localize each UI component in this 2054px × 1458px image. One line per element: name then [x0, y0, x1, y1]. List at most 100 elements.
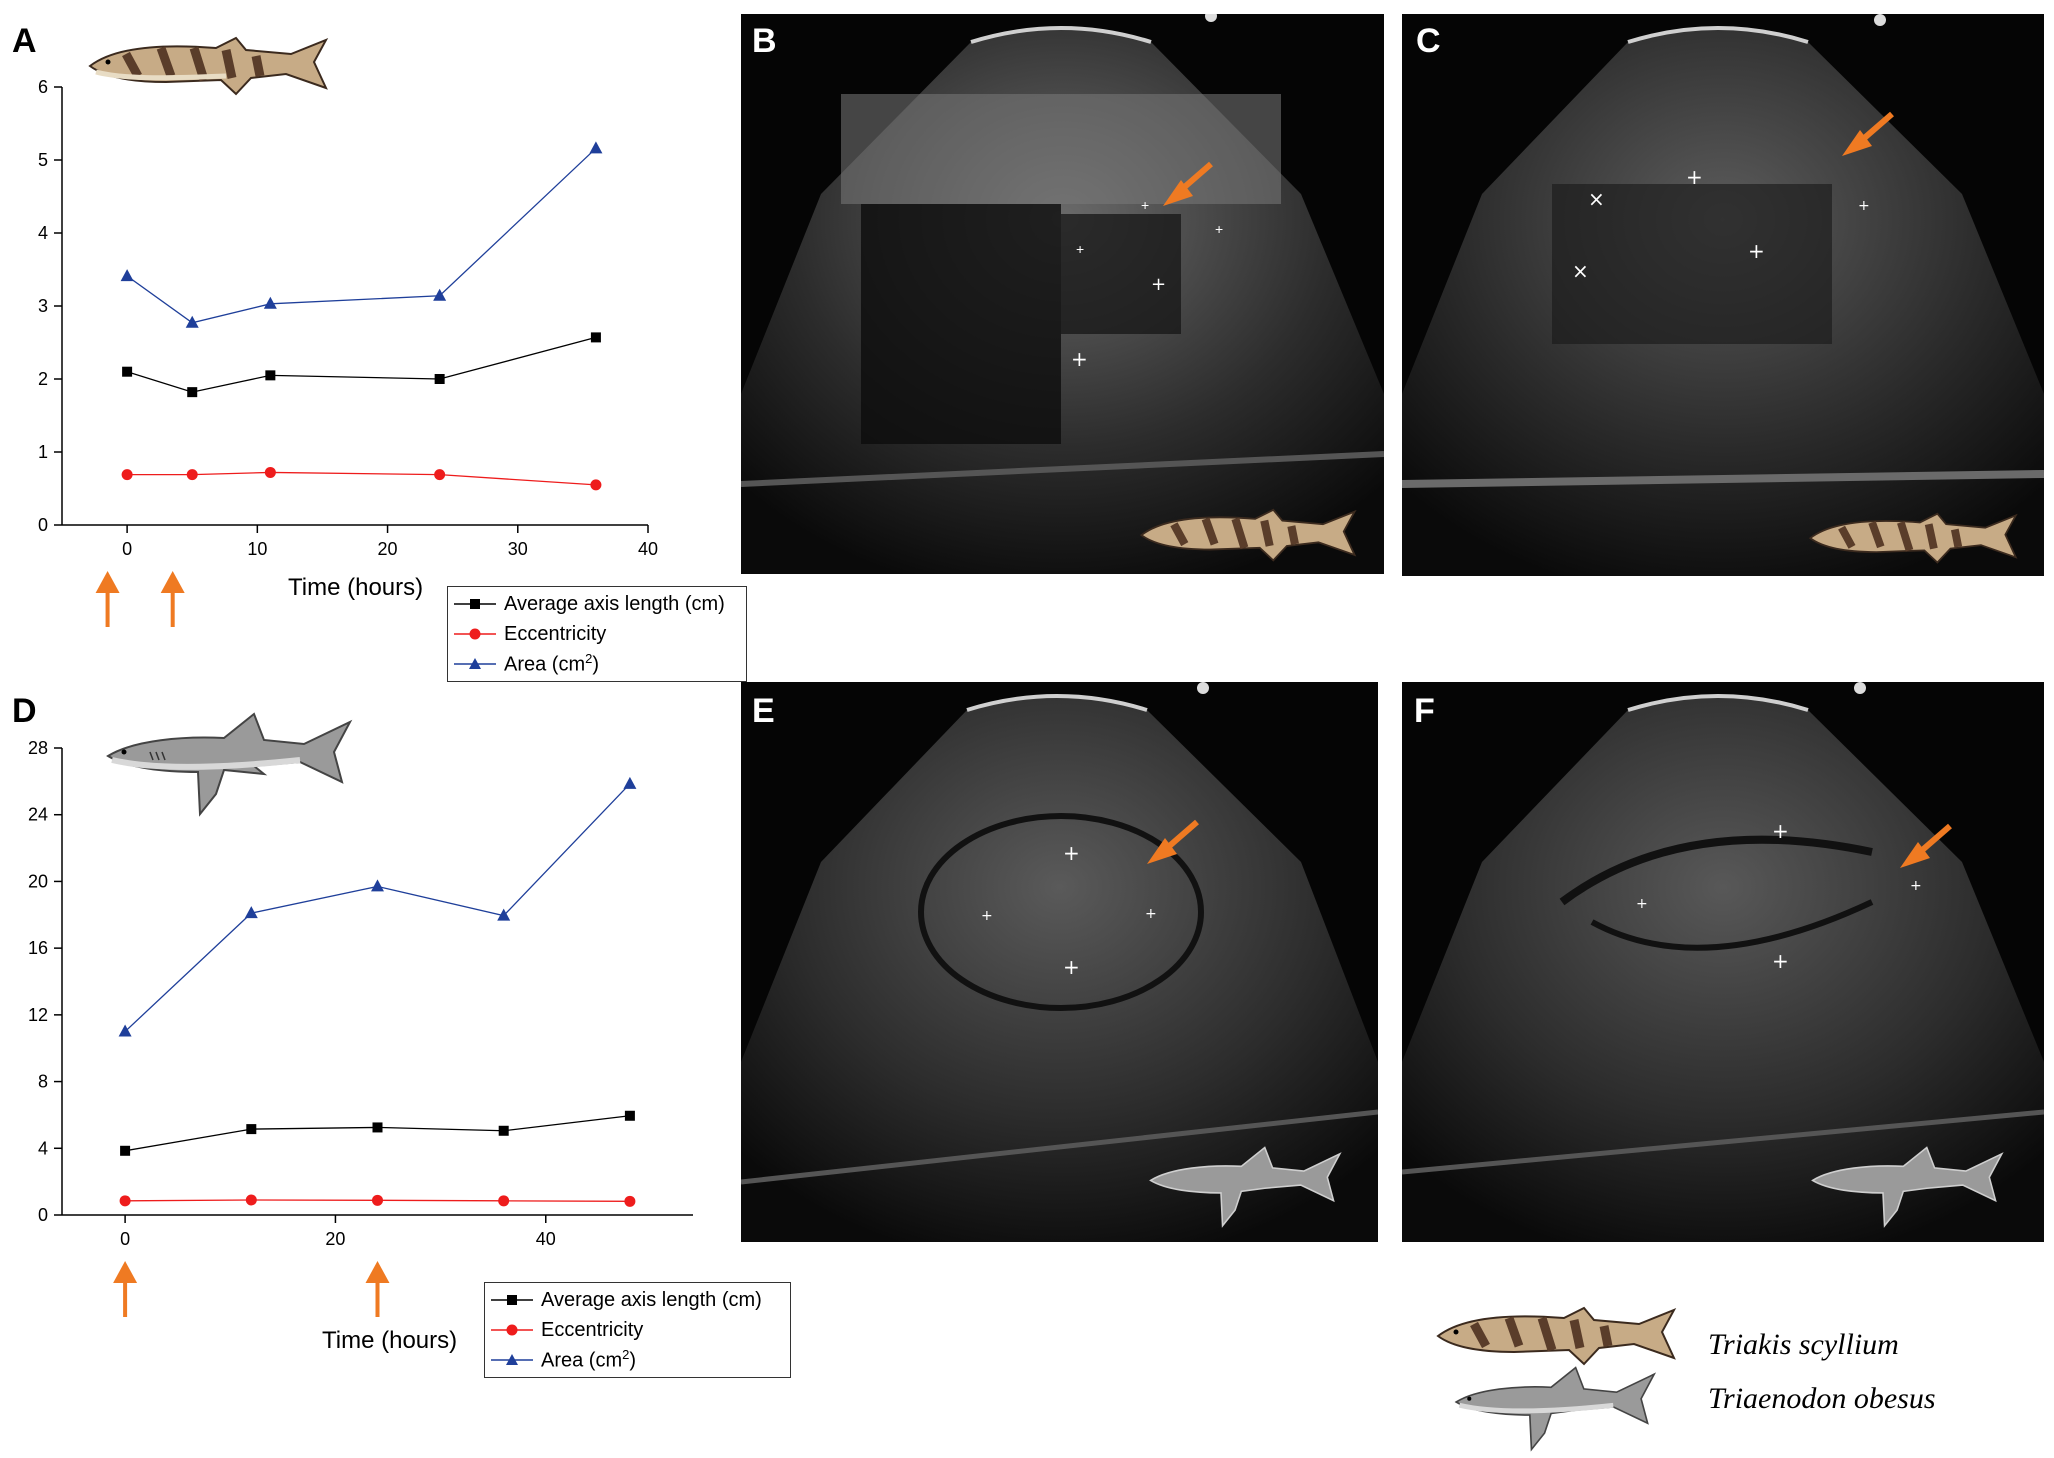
svg-text:+: +: [1076, 241, 1084, 257]
chart-a-series-line-0: [126, 336, 597, 393]
legend-d-ecc-label: Eccentricity: [541, 1318, 644, 1341]
chart-d-point-axis: [372, 1122, 383, 1133]
chart-d-xlabel: Time (hours): [322, 1327, 458, 1354]
ultrasound-panel-c: × × + + +: [1402, 14, 2044, 576]
ultrasound-panel-f: + + + +: [1402, 682, 2044, 1242]
chart-a-y-tick-label: 6: [38, 77, 48, 97]
svg-text:+: +: [1071, 347, 1088, 371]
chart-a-x-tick-label: 20: [378, 539, 398, 559]
chart-a-x-tick-label: 0: [122, 539, 132, 559]
svg-text:+: +: [1063, 841, 1080, 865]
chart-a-xlabel: Time (hours): [288, 574, 424, 601]
legend-a-ecc-label: Eccentricity: [504, 622, 607, 645]
chart-a-time-arrowhead-1: [160, 571, 185, 593]
chart-a-y-tick-label: 4: [38, 223, 48, 243]
svg-text:+: +: [1748, 239, 1765, 263]
chart-a-y-tick-label: 3: [38, 296, 48, 316]
panel-label-f: F: [1414, 692, 1435, 730]
species-name-first: Triakis scyllium: [1708, 1328, 1899, 1361]
chart-a-time-arrowhead-0: [95, 571, 120, 593]
chart-a-x-tick-label: 40: [638, 539, 658, 559]
svg-text:+: +: [1151, 274, 1166, 295]
chart-d-x-tick-label: 40: [536, 1229, 556, 1249]
chart-a-point-ecc: [434, 469, 446, 481]
svg-text:+: +: [1686, 165, 1703, 189]
chart-d-point-ecc: [498, 1195, 510, 1207]
panel-label-c: C: [1416, 22, 1441, 60]
chart-a-point-area: [185, 315, 199, 328]
chart-a-point-axis: [590, 332, 601, 343]
chart-d-y-tick-label: 8: [38, 1072, 48, 1092]
ultrasound-panel-b: + + + + +: [741, 14, 1384, 574]
svg-text:+: +: [981, 908, 993, 924]
chart-a-legend: Average axis length (cm) Eccentricity Ar…: [447, 586, 747, 682]
chart-a-y-tick-label: 1: [38, 442, 48, 462]
svg-text:+: +: [1858, 198, 1870, 214]
panel-label-d: D: [12, 692, 37, 730]
chart-d-y-tick-label: 12: [28, 1005, 48, 1025]
chart-d-point-area: [371, 879, 384, 892]
chart-d-point-area: [118, 1024, 132, 1037]
chart-d-legend: Average axis length (cm) Eccentricity Ar…: [484, 1282, 791, 1378]
chart-d-series-line-2: [124, 783, 631, 1033]
chart-a-y-tick-label: 0: [38, 515, 48, 535]
chart-d-y-tick-label: 24: [28, 805, 48, 825]
panel-label-e: E: [752, 692, 775, 730]
chart-a-x-tick-label: 10: [247, 539, 267, 559]
chart-a: 0 10 20 30 40 0 1 2 3 4 5 6: [38, 77, 658, 627]
chart-d-point-axis: [246, 1124, 257, 1135]
leopard-shark-icon-c: [1808, 512, 2018, 564]
species-name-second: Triaenodon obesus: [1708, 1382, 1936, 1415]
svg-text:+: +: [1145, 906, 1157, 922]
chart-d-point-ecc: [624, 1195, 636, 1207]
chart-a-point-axis: [187, 387, 198, 398]
chart-d-y-tick-label: 28: [28, 738, 48, 758]
chart-a-point-area: [263, 296, 277, 309]
chart-a-point-axis: [122, 366, 133, 377]
chart-d-point-ecc: [245, 1194, 257, 1206]
chart-a-point-area: [433, 288, 447, 301]
chart-a-point-ecc: [590, 479, 602, 491]
chart-d-x-tick-label: 0: [120, 1229, 130, 1249]
chart-a-point-ecc: [186, 469, 198, 481]
chart-a-point-ecc: [264, 466, 276, 478]
legend-a-axis: Average axis length (cm): [448, 589, 725, 619]
legend-a-axis-label: Average axis length (cm): [504, 592, 725, 615]
legend-a-ecc: Eccentricity: [448, 619, 606, 649]
svg-text:+: +: [1215, 221, 1223, 237]
svg-text:×: ×: [1588, 187, 1605, 211]
chart-d-y-tick-label: 20: [28, 871, 48, 891]
chart-d-point-axis: [120, 1145, 131, 1156]
legend-d-axis: Average axis length (cm): [485, 1285, 762, 1315]
chart-a-y-tick-label: 2: [38, 369, 48, 389]
chart-d-time-arrowhead-1: [365, 1261, 390, 1283]
panel-label-a: A: [12, 22, 37, 60]
svg-text:+: +: [1772, 949, 1789, 973]
chart-a-x-tick-label: 30: [508, 539, 528, 559]
chart-a-series-line-2: [126, 147, 597, 324]
panel-label-b: B: [752, 22, 777, 60]
chart-a-point-area: [120, 269, 134, 282]
chart-a-y-tick-label: 5: [38, 150, 48, 170]
chart-d-series-line-0: [124, 1115, 630, 1152]
chart-d-y-tick-label: 4: [38, 1138, 48, 1158]
species-legend-whitetip-icon: [1454, 1366, 1657, 1452]
species-legend-leopard-icon: [1436, 1306, 1677, 1366]
chart-d-y-tick-label: 16: [28, 938, 48, 958]
chart-a-point-axis: [265, 370, 276, 381]
svg-text:+: +: [1636, 896, 1648, 912]
chart-a-point-axis: [434, 374, 445, 384]
chart-d-point-ecc: [119, 1195, 131, 1207]
svg-text:×: ×: [1572, 259, 1589, 283]
chart-d-time-arrowhead-0: [113, 1261, 138, 1283]
legend-a-area-label: Area (cm2): [504, 651, 600, 676]
whitetip-shark-icon: [106, 712, 353, 817]
chart-d-point-ecc: [372, 1194, 383, 1206]
chart-d-y-tick-label: 0: [38, 1205, 48, 1225]
chart-d: 0 20 40 0 4 8 12 16 20 24 28: [28, 738, 693, 1317]
svg-text:+: +: [1772, 819, 1789, 843]
svg-text:+: +: [1063, 955, 1080, 979]
legend-d-area: Area (cm2): [485, 1345, 636, 1375]
legend-d-ecc: Eccentricity: [485, 1315, 643, 1345]
